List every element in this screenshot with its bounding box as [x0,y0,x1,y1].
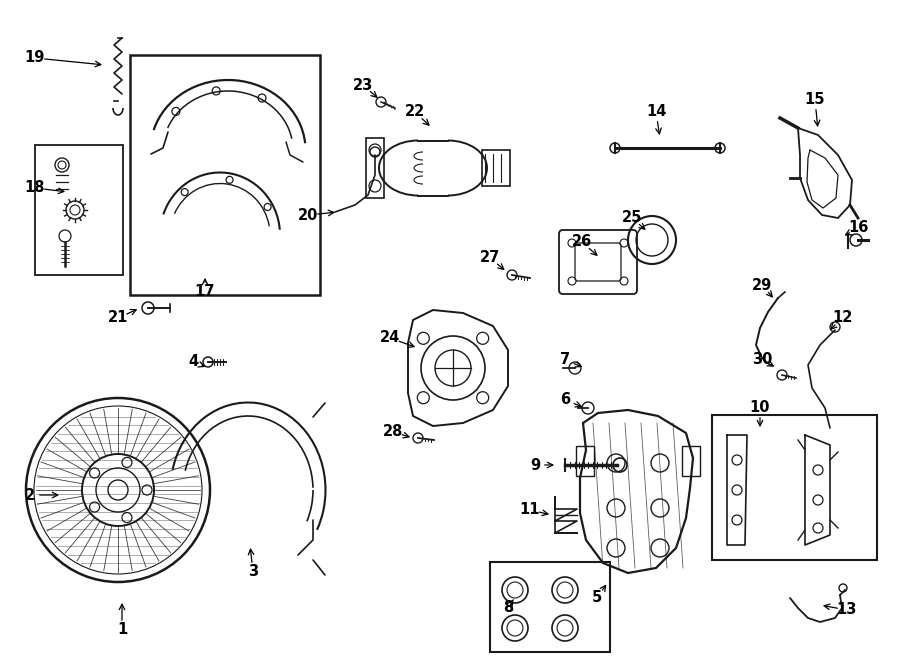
Text: 24: 24 [380,330,400,346]
Text: 6: 6 [560,393,570,408]
Text: 7: 7 [560,352,570,367]
Bar [712,415,877,560]
FancyBboxPatch shape [575,243,621,281]
Text: 21: 21 [108,310,128,326]
Text: 5: 5 [592,591,602,606]
Text: 14: 14 [646,105,666,120]
Text: 22: 22 [405,105,425,120]
Bar [490,562,610,652]
Text: 26: 26 [572,234,592,250]
Text: 3: 3 [248,565,258,579]
Bar [682,446,700,476]
Text: 27: 27 [480,250,500,265]
Text: 30: 30 [752,352,772,367]
Text: 29: 29 [752,277,772,293]
Text: 17: 17 [194,285,215,299]
Text: 20: 20 [298,207,319,222]
Text: 13: 13 [837,602,857,618]
Text: 10: 10 [750,401,770,416]
Text: 9: 9 [530,457,540,473]
Text: 25: 25 [622,211,643,226]
Bar [576,446,594,476]
Text: 16: 16 [848,220,868,236]
Bar [35,145,123,275]
Text: 8: 8 [503,600,513,616]
Text: 15: 15 [805,93,825,107]
FancyBboxPatch shape [559,230,637,294]
Bar [482,150,510,186]
Text: 11: 11 [520,502,540,518]
Text: 18: 18 [25,181,45,195]
Text: 28: 28 [382,424,403,440]
Bar [130,55,320,295]
Text: 23: 23 [353,77,374,93]
Text: 2: 2 [25,487,35,502]
Text: 12: 12 [832,310,852,326]
Text: 1: 1 [117,622,127,638]
Text: 19: 19 [25,50,45,66]
Bar [366,138,384,198]
Text: 4: 4 [188,354,198,369]
